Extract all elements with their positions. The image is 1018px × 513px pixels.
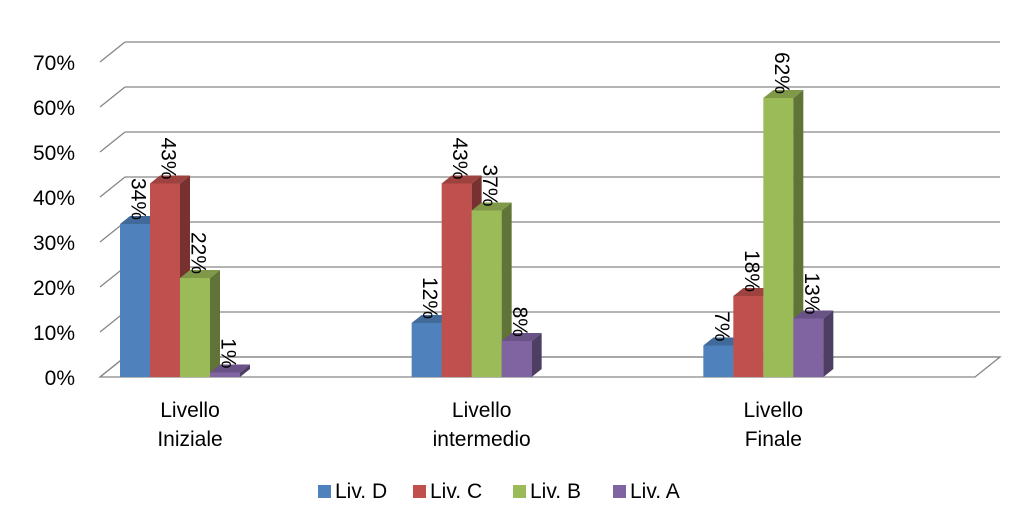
data-label: 1%: [216, 338, 239, 368]
bar-side: [531, 333, 542, 377]
legend-label: Liv. A: [630, 480, 680, 503]
bar-top: [180, 270, 220, 278]
bar-livc: [441, 183, 472, 377]
legend-swatch: [413, 485, 426, 498]
bar-liva: [210, 372, 240, 377]
x-category-label: Finale: [745, 428, 802, 451]
bar-livd: [120, 224, 150, 377]
x-category-label: Livello: [452, 399, 512, 422]
bar-side: [210, 270, 220, 377]
gridline-depth: [99, 86, 126, 108]
gridline-depth: [99, 41, 126, 63]
x-category-label: intermedio: [433, 428, 531, 451]
gridline-depth: [99, 176, 126, 198]
bar-livb: [471, 210, 502, 377]
legend-label: Liv. B: [530, 480, 581, 503]
bar-liva: [501, 341, 532, 377]
bar-livb: [180, 278, 210, 377]
data-label: 34%: [126, 178, 149, 220]
bar-top: [441, 175, 482, 184]
legend-swatch: [613, 485, 626, 498]
data-label: 43%: [156, 137, 179, 179]
bar-side: [501, 202, 512, 377]
data-label: 43%: [448, 137, 471, 179]
y-tick-label: 50%: [33, 142, 75, 165]
data-label: 18%: [740, 250, 763, 292]
y-tick-label: 10%: [33, 322, 75, 345]
bar-top: [150, 175, 190, 184]
bar-top: [763, 90, 804, 98]
data-label: 22%: [186, 232, 209, 274]
legend-label: Liv. D: [335, 480, 387, 503]
bar-side: [240, 364, 250, 377]
data-label: 13%: [800, 272, 823, 314]
data-label: 37%: [478, 164, 501, 206]
legend-swatch: [513, 485, 526, 498]
y-tick-label: 60%: [33, 97, 75, 120]
y-tick-label: 40%: [33, 187, 75, 210]
data-label: 8%: [508, 307, 531, 337]
legend-swatch: [318, 485, 331, 498]
legend-label: Liv. C: [430, 480, 482, 503]
bar-side: [823, 310, 834, 377]
chart-floor: [98, 356, 1002, 378]
x-category-label: Livello: [160, 399, 220, 422]
y-tick-label: 0%: [45, 367, 75, 390]
y-tick-label: 20%: [33, 277, 75, 300]
bar-side: [793, 90, 804, 377]
bar-top: [501, 333, 542, 341]
y-tick-label: 30%: [33, 232, 75, 255]
y-tick-label: 70%: [33, 52, 75, 75]
data-label: 7%: [710, 311, 733, 341]
gridline-depth: [99, 131, 126, 153]
bar-top: [793, 310, 834, 319]
bar-livd: [411, 323, 442, 377]
bar-livb: [763, 98, 794, 377]
bar-liva: [793, 318, 824, 377]
bar-livc: [150, 183, 180, 377]
bar-livd: [703, 345, 734, 377]
bar-top: [471, 202, 512, 211]
data-label: 62%: [770, 52, 793, 94]
x-category-label: Iniziale: [157, 428, 222, 451]
bar-livc: [733, 296, 764, 377]
bar-top: [210, 364, 250, 373]
data-label: 12%: [418, 277, 441, 319]
x-category-label: Livello: [744, 399, 804, 422]
